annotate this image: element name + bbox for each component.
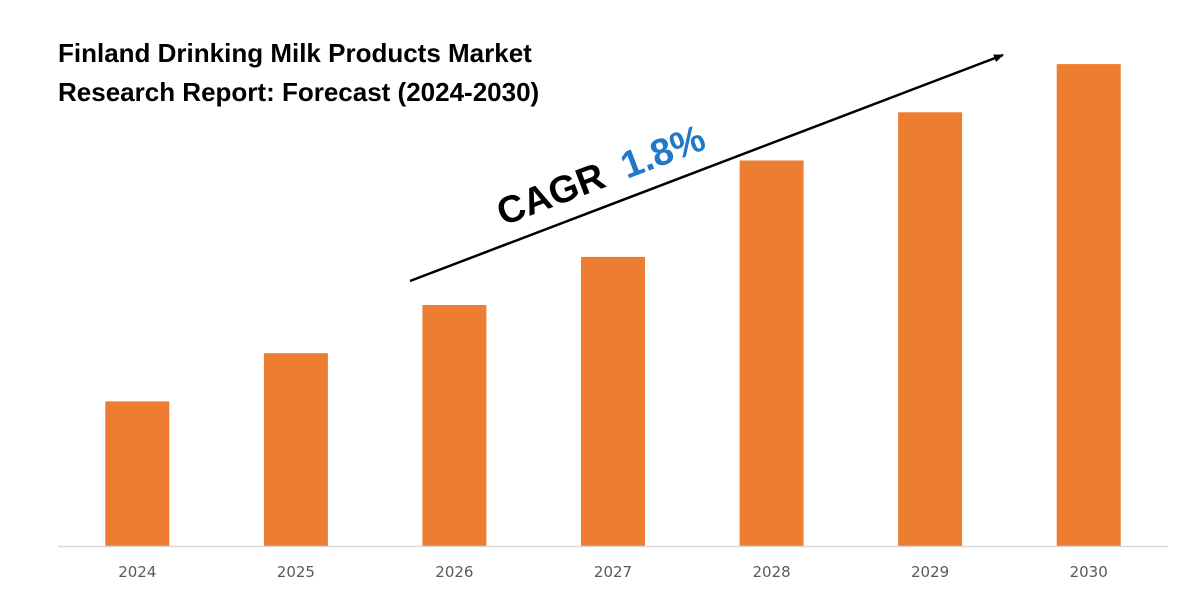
tick-label-2028: 2028 (753, 563, 791, 581)
tick-label-2029: 2029 (911, 563, 949, 581)
chart-title: Finland Drinking Milk Products Market Re… (58, 38, 539, 107)
chart-title-line-2: Research Report: Forecast (2024-2030) (58, 77, 539, 107)
tick-label-2027: 2027 (594, 563, 632, 581)
bar-2025 (263, 353, 328, 546)
bar-2028 (739, 160, 804, 546)
bar-2029 (898, 112, 963, 547)
cagr-annotation: CAGR 1.8% (491, 117, 711, 234)
chart-title-line-1: Finland Drinking Milk Products Market (58, 38, 532, 68)
trend-arrow (409, 53, 1004, 283)
bar-2024 (105, 401, 170, 546)
tick-label-2030: 2030 (1070, 563, 1108, 581)
cagr-value: 1.8% (615, 117, 711, 187)
bar-2030 (1056, 64, 1121, 546)
bar-2027 (581, 256, 645, 546)
tick-label-2024: 2024 (118, 563, 156, 581)
bars (105, 64, 1121, 547)
tick-label-2025: 2025 (277, 563, 315, 581)
cagr-label: CAGR (491, 155, 611, 234)
bar-2026 (422, 305, 487, 546)
tick-label-2026: 2026 (435, 563, 473, 581)
x-axis-tick-labels: 2024 2025 2026 2027 2028 2029 2030 (118, 563, 1108, 581)
